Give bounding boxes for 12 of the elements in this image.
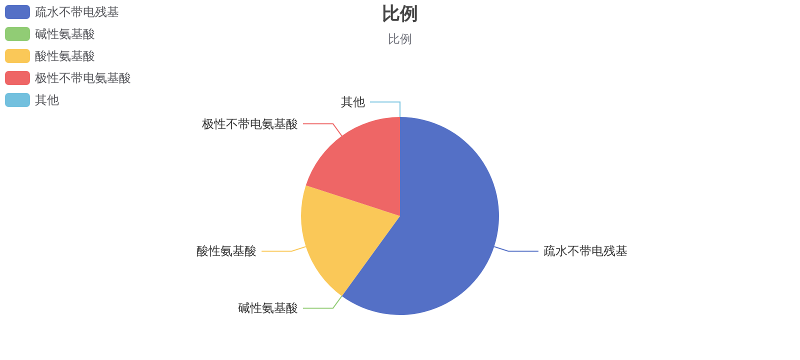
category-label: 其他 bbox=[341, 95, 365, 109]
legend-label: 碱性氨基酸 bbox=[35, 27, 95, 41]
text: 比例 bbox=[388, 32, 412, 46]
legend-label: 其他 bbox=[35, 93, 59, 107]
slice-label: 疏水不带电残基 bbox=[543, 244, 628, 258]
legend-label: 疏水不带电残基 bbox=[35, 5, 119, 19]
slice-label: 极性不带电氨基酸 bbox=[200, 116, 298, 131]
slice-label: 酸性氨基酸 bbox=[196, 244, 257, 258]
chart-title: 比例 bbox=[382, 4, 418, 24]
legend-label: 极性不带电氨基酸 bbox=[34, 71, 131, 85]
category-label: 碱性氨基酸 bbox=[238, 301, 298, 316]
legend-label: 酸性氨基酸 bbox=[35, 49, 95, 63]
